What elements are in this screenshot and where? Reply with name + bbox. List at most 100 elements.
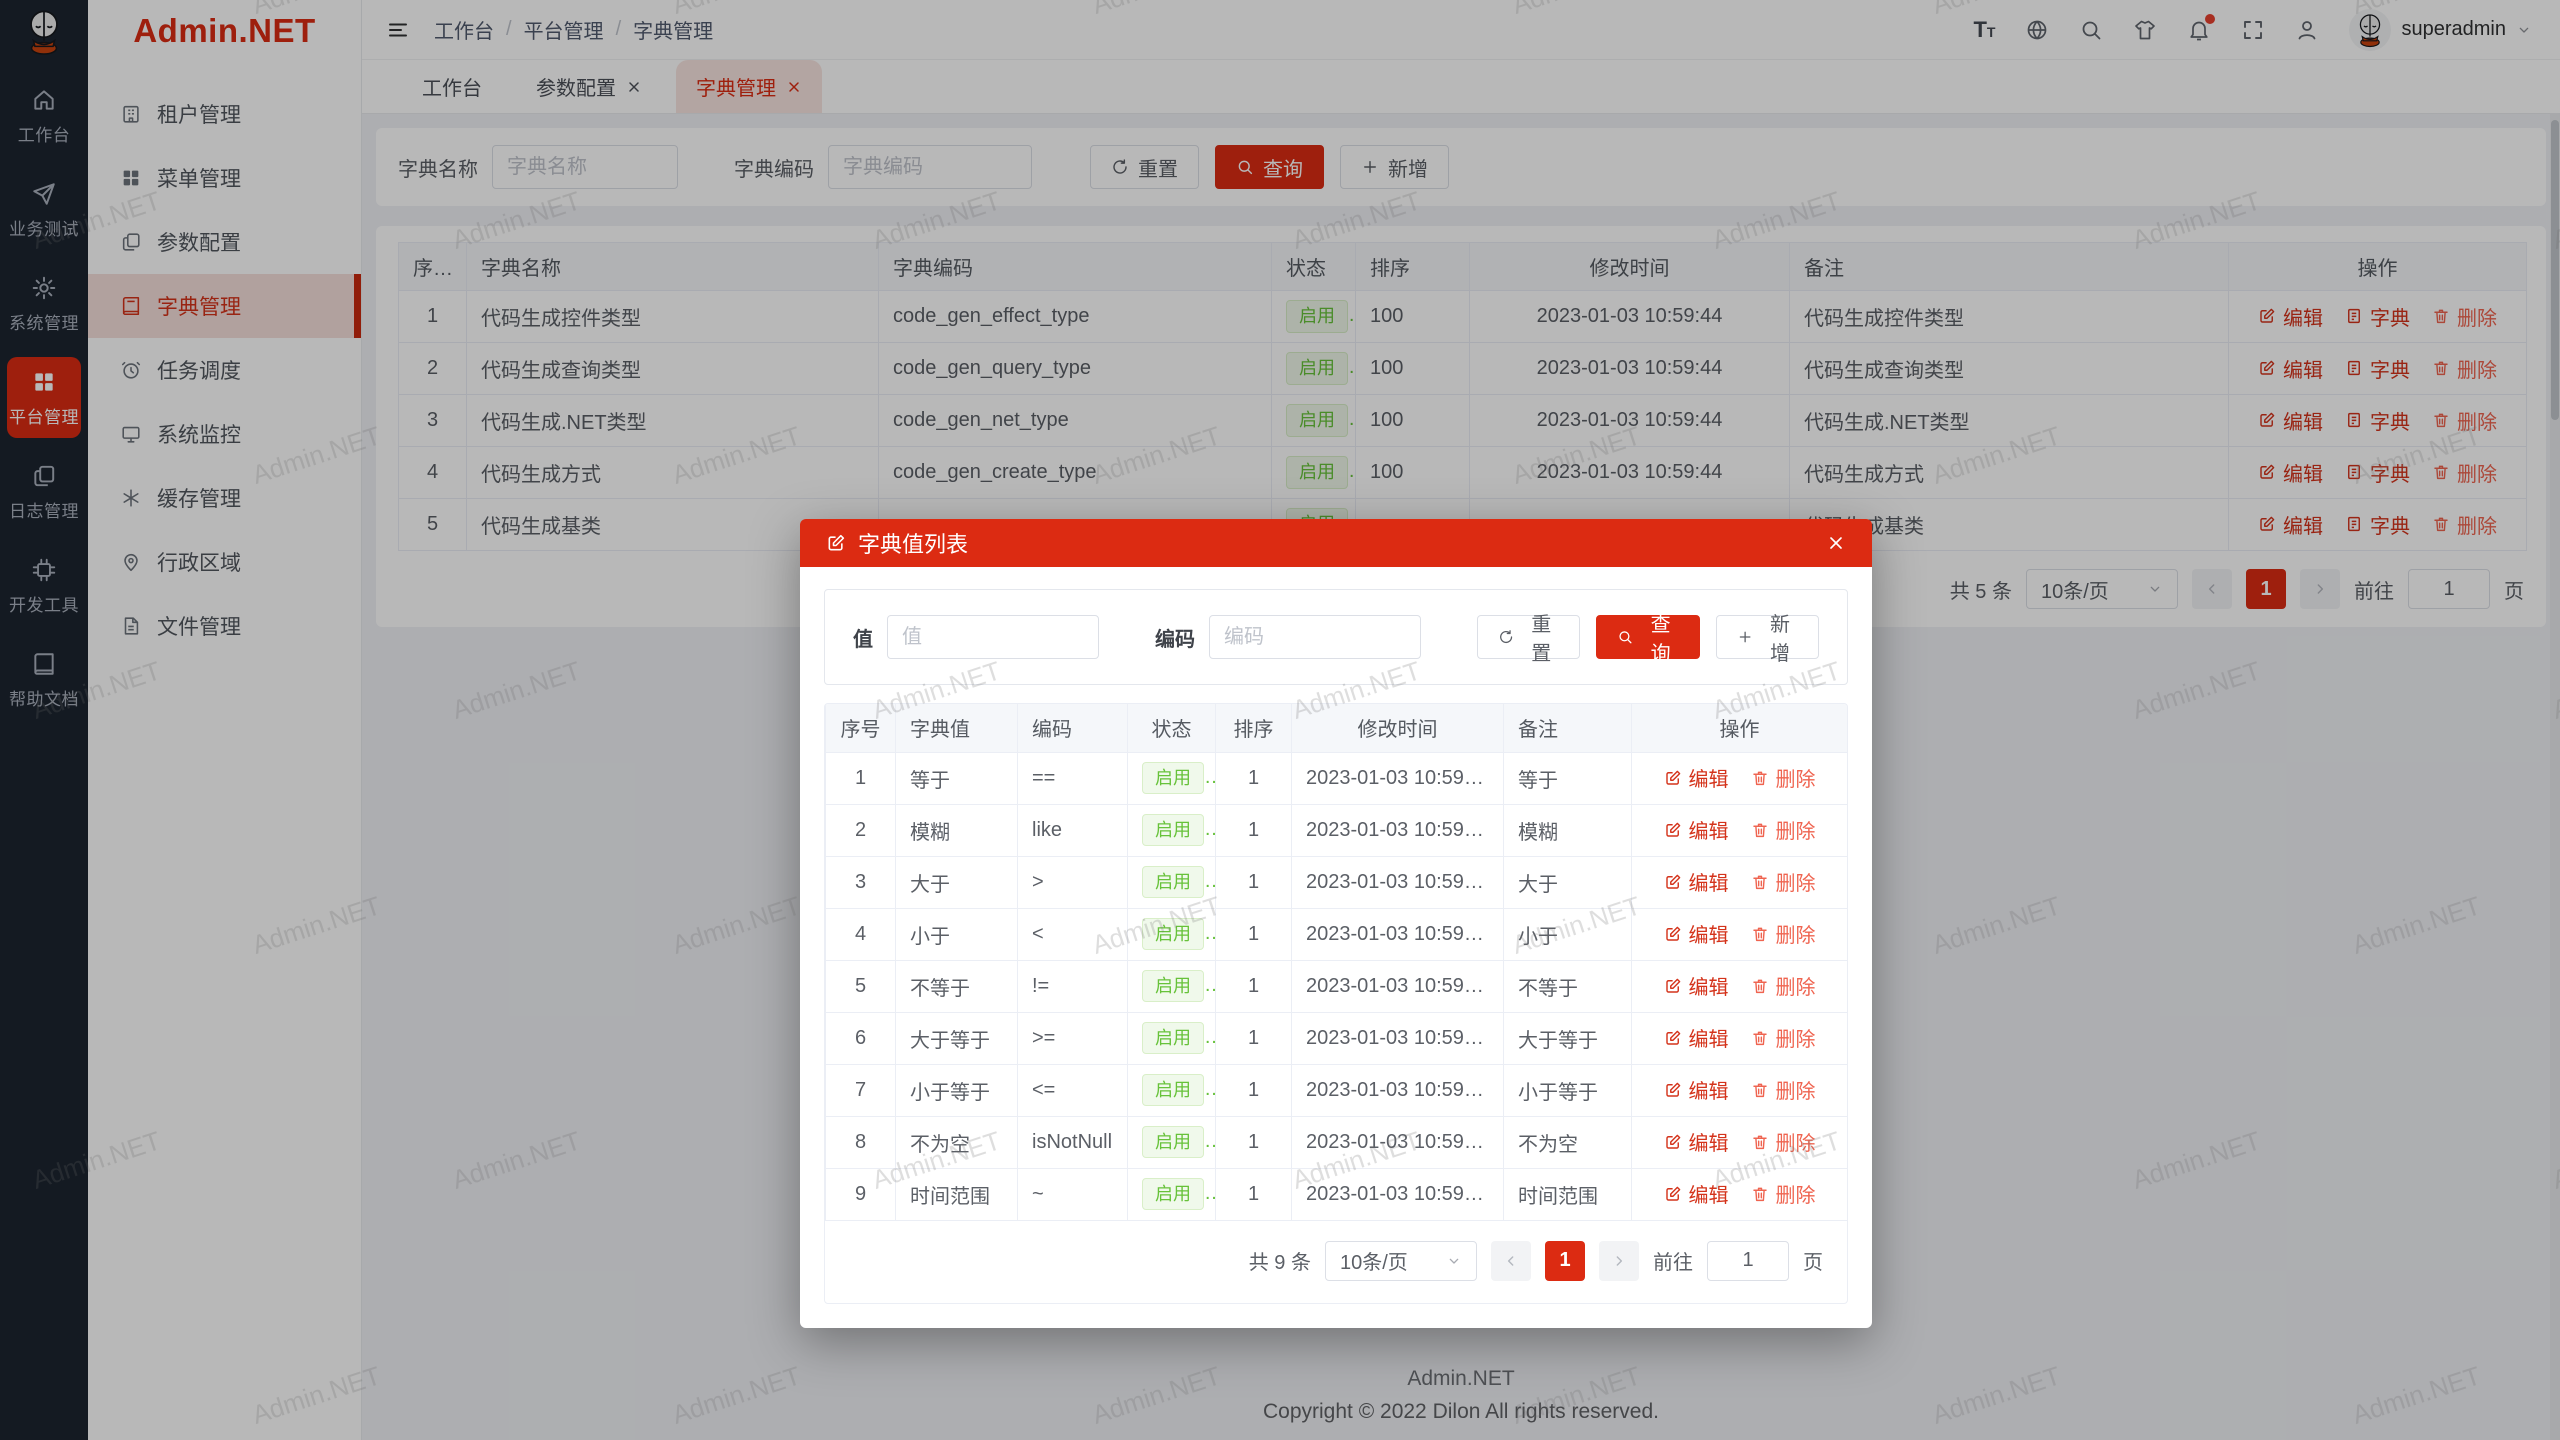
close-icon[interactable] xyxy=(786,79,802,95)
cell-time: 2023-01-03 10:59:44 xyxy=(1291,804,1504,857)
delete-link[interactable]: 删除 xyxy=(2432,510,2497,539)
menu-item-tasks[interactable]: 任务调度 xyxy=(88,338,361,402)
edit-link[interactable]: 编辑 xyxy=(2258,406,2323,435)
language-icon[interactable] xyxy=(2025,18,2049,42)
edit-link[interactable]: 编辑 xyxy=(1664,919,1729,948)
sidebar-item-devtools[interactable]: 开发工具 xyxy=(7,545,81,626)
edit-link[interactable]: 编辑 xyxy=(2258,302,2323,331)
edit-link[interactable]: 编辑 xyxy=(1664,815,1729,844)
next-page-button[interactable] xyxy=(1599,1240,1639,1281)
value-input[interactable] xyxy=(887,615,1099,659)
cell-value: 不为空 xyxy=(895,1116,1018,1169)
prev-page-button[interactable] xyxy=(1491,1240,1531,1281)
reset-button[interactable]: 重置 xyxy=(1090,145,1199,189)
edit-link[interactable]: 编辑 xyxy=(1664,1075,1729,1104)
search-icon[interactable] xyxy=(2079,18,2103,42)
delete-link[interactable]: 删除 xyxy=(1751,867,1816,896)
breadcrumb-item[interactable]: 字典管理 xyxy=(633,21,714,43)
edit-link[interactable]: 编辑 xyxy=(1664,1127,1729,1156)
tab-workbench[interactable]: 工作台 xyxy=(422,78,482,100)
tab-bar: 工作台 参数配置 字典管理 xyxy=(362,60,2560,114)
page-size-select[interactable]: 10条/页 xyxy=(2026,569,2178,609)
edit-link[interactable]: 编辑 xyxy=(1664,867,1729,896)
dict-link[interactable]: 字典 xyxy=(2345,406,2410,435)
delete-link[interactable]: 删除 xyxy=(1751,1127,1816,1156)
breadcrumb-item[interactable]: 工作台 xyxy=(434,21,494,43)
edit-link[interactable]: 编辑 xyxy=(1664,1179,1729,1208)
sidebar-item-platform[interactable]: 平台管理 xyxy=(7,357,81,438)
user-icon[interactable] xyxy=(2295,18,2319,42)
delete-link[interactable]: 删除 xyxy=(2432,302,2497,331)
menu-item-cache[interactable]: 缓存管理 xyxy=(88,466,361,530)
dict-code-input[interactable] xyxy=(828,145,1032,189)
modal-query-button[interactable]: 查询 xyxy=(1596,614,1700,665)
menu-item-monitor[interactable]: 系统监控 xyxy=(88,402,361,466)
query-button[interactable]: 查询 xyxy=(1215,145,1324,189)
user-menu[interactable]: superadmin xyxy=(2349,8,2532,51)
breadcrumb-item[interactable]: 平台管理 xyxy=(523,21,604,43)
scrollbar-track[interactable] xyxy=(2550,114,2560,1440)
modal-add-button[interactable]: 新增 xyxy=(1715,614,1819,665)
edit-link[interactable]: 编辑 xyxy=(1664,971,1729,1000)
edit-link[interactable]: 编辑 xyxy=(2258,510,2323,539)
page-number[interactable]: 1 xyxy=(2246,569,2286,609)
menu-item-tenant[interactable]: 租户管理 xyxy=(88,82,361,146)
cell-remark: 不等于 xyxy=(1503,960,1632,1013)
menu-item-menus[interactable]: 菜单管理 xyxy=(88,146,361,210)
next-page-button[interactable] xyxy=(2300,569,2340,609)
status-tag: 启用 xyxy=(1142,917,1204,951)
edit-link[interactable]: 编辑 xyxy=(2258,458,2323,487)
status-tag: 启用 xyxy=(1142,1125,1204,1159)
sidebar-item-system[interactable]: 系统管理 xyxy=(7,263,81,344)
send-icon xyxy=(31,181,57,207)
theme-icon[interactable] xyxy=(2133,18,2157,42)
scrollbar-thumb[interactable] xyxy=(2551,120,2559,420)
fullscreen-icon[interactable] xyxy=(2241,18,2265,42)
delete-link[interactable]: 删除 xyxy=(2432,406,2497,435)
tab-dict[interactable]: 字典管理 xyxy=(676,60,822,113)
delete-link[interactable]: 删除 xyxy=(1751,1075,1816,1104)
edit-link[interactable]: 编辑 xyxy=(1664,763,1729,792)
sidebar-item-business-test[interactable]: 业务测试 xyxy=(7,169,81,250)
delete-link[interactable]: 删除 xyxy=(1751,763,1816,792)
delete-link[interactable]: 删除 xyxy=(1751,815,1816,844)
delete-link[interactable]: 删除 xyxy=(2432,354,2497,383)
dict-link[interactable]: 字典 xyxy=(2345,302,2410,331)
add-button[interactable]: 新增 xyxy=(1340,145,1449,189)
page-size-select[interactable]: 10条/页 xyxy=(1325,1240,1477,1281)
goto-page-input[interactable] xyxy=(1707,1240,1789,1281)
delete-link[interactable]: 删除 xyxy=(1751,971,1816,1000)
code-input[interactable] xyxy=(1209,615,1421,659)
cell-remark: 大于 xyxy=(1503,856,1632,909)
dict-name-input[interactable] xyxy=(492,145,678,189)
sidebar-item-workbench[interactable]: 工作台 xyxy=(7,75,81,156)
edit-link[interactable]: 编辑 xyxy=(2258,354,2323,383)
menu-item-files[interactable]: 文件管理 xyxy=(88,594,361,658)
menu-item-region[interactable]: 行政区域 xyxy=(88,530,361,594)
plus-icon xyxy=(1737,628,1753,646)
sidebar-item-logs[interactable]: 日志管理 xyxy=(7,451,81,532)
menu-item-config[interactable]: 参数配置 xyxy=(88,210,361,274)
collapse-menu-icon[interactable] xyxy=(386,18,410,42)
prev-page-button[interactable] xyxy=(2192,569,2232,609)
dict-link[interactable]: 字典 xyxy=(2345,510,2410,539)
dict-link[interactable]: 字典 xyxy=(2345,458,2410,487)
edit-link[interactable]: 编辑 xyxy=(1664,1023,1729,1052)
tab-config[interactable]: 参数配置 xyxy=(516,60,662,113)
modal-reset-button[interactable]: 重置 xyxy=(1477,614,1581,665)
sidebar-item-docs[interactable]: 帮助文档 xyxy=(7,639,81,720)
goto-page-input[interactable] xyxy=(2408,569,2490,609)
page-number[interactable]: 1 xyxy=(1545,1240,1585,1281)
font-size-icon[interactable]: TT xyxy=(1973,16,1996,42)
delete-link[interactable]: 删除 xyxy=(1751,1023,1816,1052)
dict-link[interactable]: 字典 xyxy=(2345,354,2410,383)
notification-icon[interactable] xyxy=(2187,13,2216,42)
close-icon[interactable] xyxy=(1826,533,1846,553)
delete-link[interactable]: 删除 xyxy=(1751,1179,1816,1208)
close-icon[interactable] xyxy=(626,79,642,95)
delete-link[interactable]: 删除 xyxy=(2432,458,2497,487)
app-logo[interactable] xyxy=(0,0,88,62)
menu-item-dict[interactable]: 字典管理 xyxy=(88,274,361,338)
delete-link[interactable]: 删除 xyxy=(1751,919,1816,948)
cell-remark: 等于 xyxy=(1503,752,1632,805)
